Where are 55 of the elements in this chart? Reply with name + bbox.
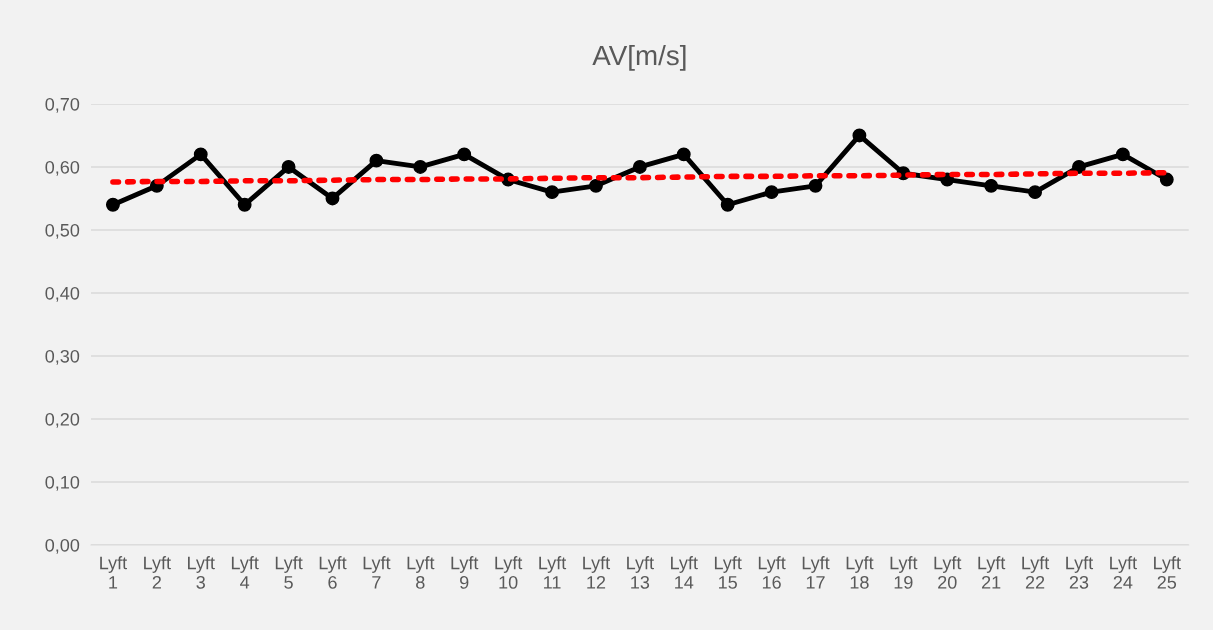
point — [545, 185, 559, 200]
x-tick-label: Lyft 17 — [802, 556, 830, 589]
x-tick-label: Lyft 5 — [275, 556, 303, 589]
point — [720, 197, 735, 212]
chart-title: AV[m/s] — [592, 44, 686, 71]
point — [632, 160, 647, 174]
point — [281, 160, 296, 174]
point — [852, 128, 867, 143]
x-tick-label: Lyft 19 — [890, 556, 918, 589]
y-tick-label: 0,30 — [45, 349, 80, 365]
point — [105, 197, 120, 212]
point — [1028, 185, 1042, 200]
x-tick-label: Lyft 10 — [495, 556, 523, 589]
point — [237, 197, 252, 212]
x-tick-label: Lyft 4 — [231, 556, 259, 589]
point — [325, 191, 340, 206]
x-tick-label: Lyft 13 — [627, 556, 654, 589]
x-tick-label: Lyft 14 — [671, 556, 698, 589]
point — [808, 178, 823, 193]
x-tick-label: Lyft 8 — [407, 556, 435, 589]
y-tick-label: 0,20 — [45, 412, 80, 428]
point — [984, 178, 999, 193]
x-tick-label: Lyft 2 — [144, 556, 171, 589]
y-tick-label: 0,40 — [45, 286, 80, 302]
y-tick-label: 0,50 — [45, 223, 80, 239]
x-tick-label: Lyft 9 — [451, 556, 479, 589]
y-tick-label: 0,10 — [45, 475, 80, 491]
x-tick-label: Lyft 18 — [846, 556, 874, 589]
y-tick-label: 0,70 — [45, 97, 80, 113]
x-tick-label: Lyft 20 — [934, 556, 962, 589]
x-tick-label: Lyft 23 — [1066, 556, 1094, 589]
point — [413, 160, 428, 174]
x-tick-label: Lyft 1 — [100, 556, 128, 589]
point — [1072, 160, 1086, 174]
point — [1115, 147, 1130, 162]
point — [369, 153, 384, 168]
point — [457, 147, 472, 162]
x-tick-label: Lyft 6 — [319, 556, 347, 589]
x-tick-label: Lyft 3 — [188, 556, 215, 589]
point — [589, 178, 603, 193]
x-tick-label: Lyft 25 — [1154, 556, 1181, 589]
x-tick-label: Lyft 24 — [1110, 556, 1137, 589]
y-tick-label: 0,60 — [45, 160, 80, 176]
x-tick-label: Lyft 11 — [539, 556, 567, 589]
x-tick-label: Lyft 15 — [714, 556, 742, 589]
x-tick-label: Lyft 7 — [363, 556, 391, 589]
point — [764, 185, 779, 200]
point — [676, 147, 691, 162]
point — [1159, 172, 1174, 187]
x-tick-label: Lyft 21 — [978, 556, 1006, 589]
x-tick-label: Lyft 16 — [758, 556, 786, 589]
x-tick-label: Lyft 22 — [1022, 556, 1050, 589]
point — [193, 147, 208, 162]
x-tick-label: Lyft 12 — [583, 556, 611, 589]
y-tick-label: 0,00 — [45, 538, 80, 554]
